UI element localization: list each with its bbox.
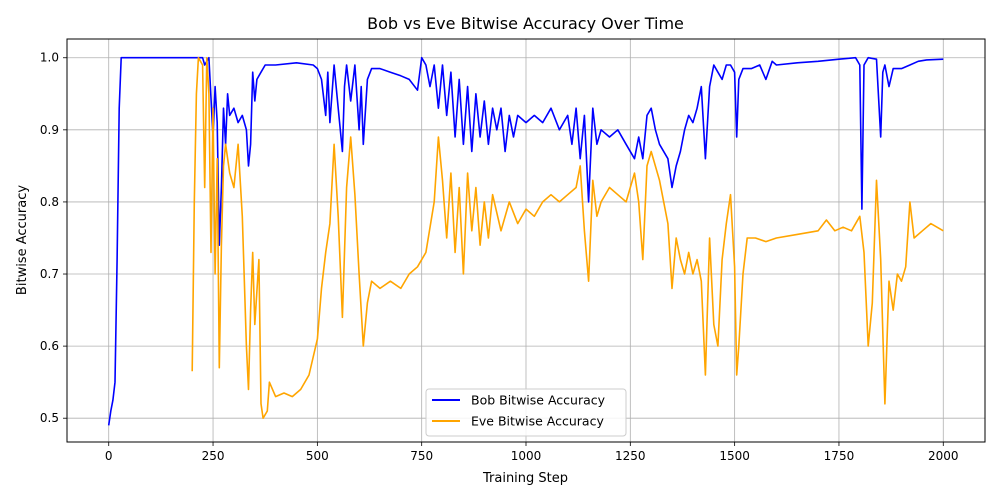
x-tick-label: 0: [105, 449, 113, 463]
y-tick-label: 0.7: [40, 267, 59, 281]
x-tick-label: 1000: [511, 449, 542, 463]
x-tick-label: 500: [306, 449, 329, 463]
y-tick-label: 0.8: [40, 195, 59, 209]
series-layer: [107, 56, 944, 426]
y-tick-label: 0.9: [40, 123, 59, 137]
series-line-eve: [191, 56, 944, 419]
legend-box: [425, 388, 627, 437]
x-tick-label: 1250: [615, 449, 646, 463]
x-tick-label: 750: [410, 449, 433, 463]
y-tick-label: 1.0: [40, 51, 59, 65]
y-tick-label: 0.6: [40, 339, 59, 353]
x-tick-label: 2000: [928, 449, 959, 463]
legend-label-bob: Bob Bitwise Accuracy: [471, 393, 606, 408]
y-axis-ticks: 0.5 0.6 0.7 0.8 0.9 1.0: [40, 51, 67, 425]
x-axis-ticks: 0 250 500 750 1000 1250 1500 1750 2000: [105, 442, 959, 463]
x-tick-label: 250: [202, 449, 225, 463]
chart-title: Bob vs Eve Bitwise Accuracy Over Time: [367, 14, 684, 33]
legend-label-eve: Eve Bitwise Accuracy: [471, 414, 604, 429]
y-tick-label: 0.5: [40, 411, 59, 425]
series-line-bob: [107, 56, 944, 426]
x-tick-label: 1750: [824, 449, 855, 463]
x-axis-label: Training Step: [482, 471, 568, 486]
y-axis-label: Bitwise Accuracy: [15, 185, 30, 295]
x-tick-label: 1500: [719, 449, 750, 463]
legend: Bob Bitwise Accuracy Eve Bitwise Accurac…: [425, 388, 627, 437]
